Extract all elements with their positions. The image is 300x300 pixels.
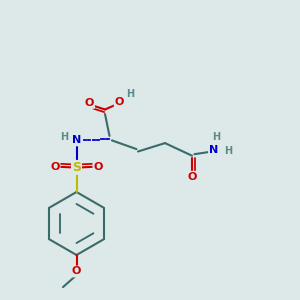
Text: O: O bbox=[115, 97, 124, 107]
Text: O: O bbox=[93, 162, 103, 172]
Text: O: O bbox=[187, 172, 197, 182]
Text: N: N bbox=[209, 145, 218, 155]
Text: S: S bbox=[72, 161, 81, 174]
Text: O: O bbox=[50, 162, 60, 172]
Text: O: O bbox=[72, 266, 81, 277]
Text: H: H bbox=[224, 146, 232, 156]
Text: H: H bbox=[60, 132, 68, 142]
Text: O: O bbox=[85, 98, 94, 108]
Text: N: N bbox=[72, 135, 81, 146]
Text: H: H bbox=[126, 88, 134, 99]
Text: H: H bbox=[212, 132, 221, 142]
